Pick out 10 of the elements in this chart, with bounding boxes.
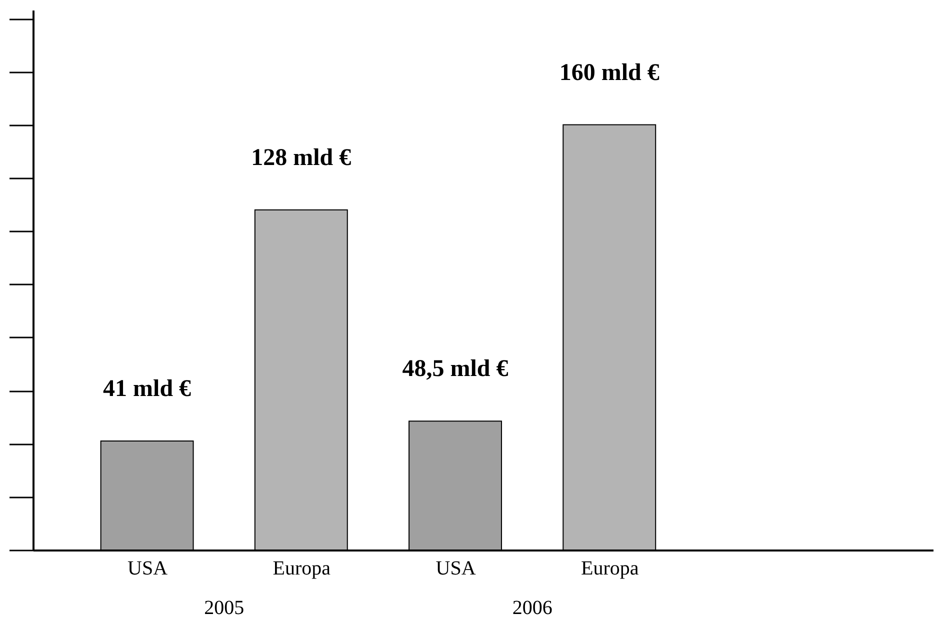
x-tick-label: USA (436, 558, 476, 580)
data-label: 160 mld € (559, 60, 660, 86)
x-tick-label: USA (128, 558, 168, 580)
text: 2006 (512, 597, 552, 618)
data-label: 48,5 mld € (402, 356, 508, 382)
data-label: 128 mld € (251, 144, 352, 171)
text: 2005 (204, 597, 244, 618)
x-tick-label: Europa (272, 558, 331, 580)
data-label: 41 mld € (103, 376, 192, 402)
x-tick-label: Europa (580, 558, 639, 580)
